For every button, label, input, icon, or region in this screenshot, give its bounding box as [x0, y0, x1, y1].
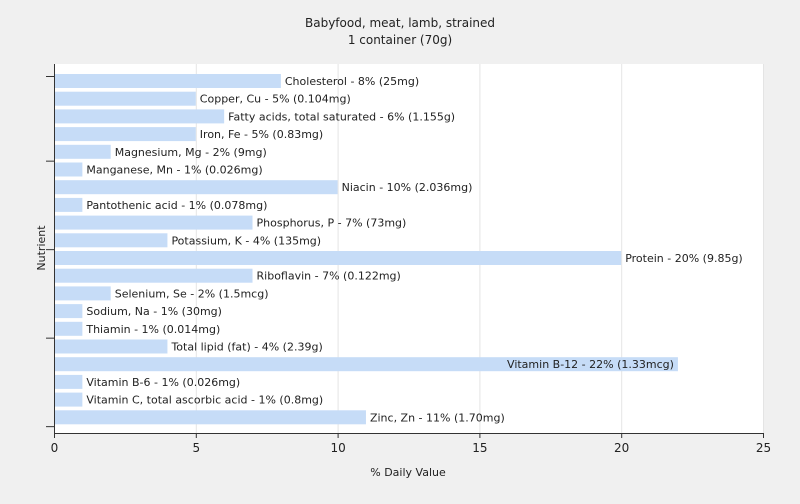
chart-title: Babyfood, meat, lamb, strained: [305, 16, 495, 30]
bar: [55, 286, 111, 301]
data-label: Vitamin B-6 - 1% (0.026mg): [86, 376, 240, 389]
data-label: Vitamin C, total ascorbic acid - 1% (0.8…: [86, 394, 323, 407]
x-tick-label: 5: [192, 441, 200, 455]
data-label: Iron, Fe - 5% (0.83mg): [200, 128, 323, 141]
data-label: Zinc, Zn - 11% (1.70mg): [370, 411, 505, 424]
data-label: Potassium, K - 4% (135mg): [171, 234, 321, 247]
bar: [55, 392, 83, 407]
data-label: Cholesterol - 8% (25mg): [285, 75, 419, 88]
bar: [55, 197, 83, 212]
bar: [55, 268, 253, 283]
bar: [55, 321, 83, 336]
x-axis-label: % Daily Value: [370, 466, 446, 479]
data-label: Copper, Cu - 5% (0.104mg): [200, 93, 351, 106]
x-tick-label: 25: [756, 441, 771, 455]
bar: [55, 162, 83, 177]
data-label: Niacin - 10% (2.036mg): [342, 181, 473, 194]
data-label: Riboflavin - 7% (0.122mg): [257, 270, 401, 283]
y-axis-label: Nutrient: [35, 225, 48, 271]
bar: [55, 215, 253, 230]
x-tick-label: 20: [614, 441, 629, 455]
bar: [55, 374, 83, 389]
plot-area: [54, 64, 763, 433]
bar: [55, 109, 225, 124]
data-label: Protein - 20% (9.85g): [625, 252, 743, 265]
bar: [55, 127, 196, 142]
data-label: Magnesium, Mg - 2% (9mg): [115, 146, 267, 159]
bar: [55, 410, 366, 425]
data-label: Phosphorus, P - 7% (73mg): [257, 217, 407, 230]
bar: [55, 304, 83, 319]
x-tick-label: 10: [330, 441, 345, 455]
bar: [55, 251, 622, 265]
grid-lines: [54, 64, 764, 433]
bar: [55, 91, 196, 106]
bars: Cholesterol - 8% (25mg) Copper, Cu - 5% (…: [55, 74, 743, 425]
data-label: Thiamin - 1% (0.014mg): [85, 323, 220, 336]
data-label: Pantothenic acid - 1% (0.078mg): [86, 199, 267, 212]
x-tick-label: 0: [51, 441, 59, 455]
bar: [55, 233, 168, 248]
bar: [55, 74, 281, 88]
data-label: Fatty acids, total saturated - 6% (1.155…: [228, 110, 455, 123]
bar: [55, 357, 678, 372]
data-label: Total lipid (fat) - 4% (2.39g): [170, 341, 322, 354]
data-label: Selenium, Se - 2% (1.5mcg): [115, 287, 269, 300]
data-label: Vitamin B-12 - 22% (1.33mcg): [507, 358, 674, 371]
data-label: Sodium, Na - 1% (30mg): [86, 305, 222, 318]
axes: 0 5 10 15 20 25: [46, 64, 771, 455]
bar: [55, 339, 168, 354]
data-label: Manganese, Mn - 1% (0.026mg): [86, 164, 262, 177]
chart-subtitle: 1 container (70g): [348, 33, 452, 47]
x-tick-label: 15: [472, 441, 487, 455]
bar: [55, 144, 111, 159]
bar: [55, 180, 338, 195]
